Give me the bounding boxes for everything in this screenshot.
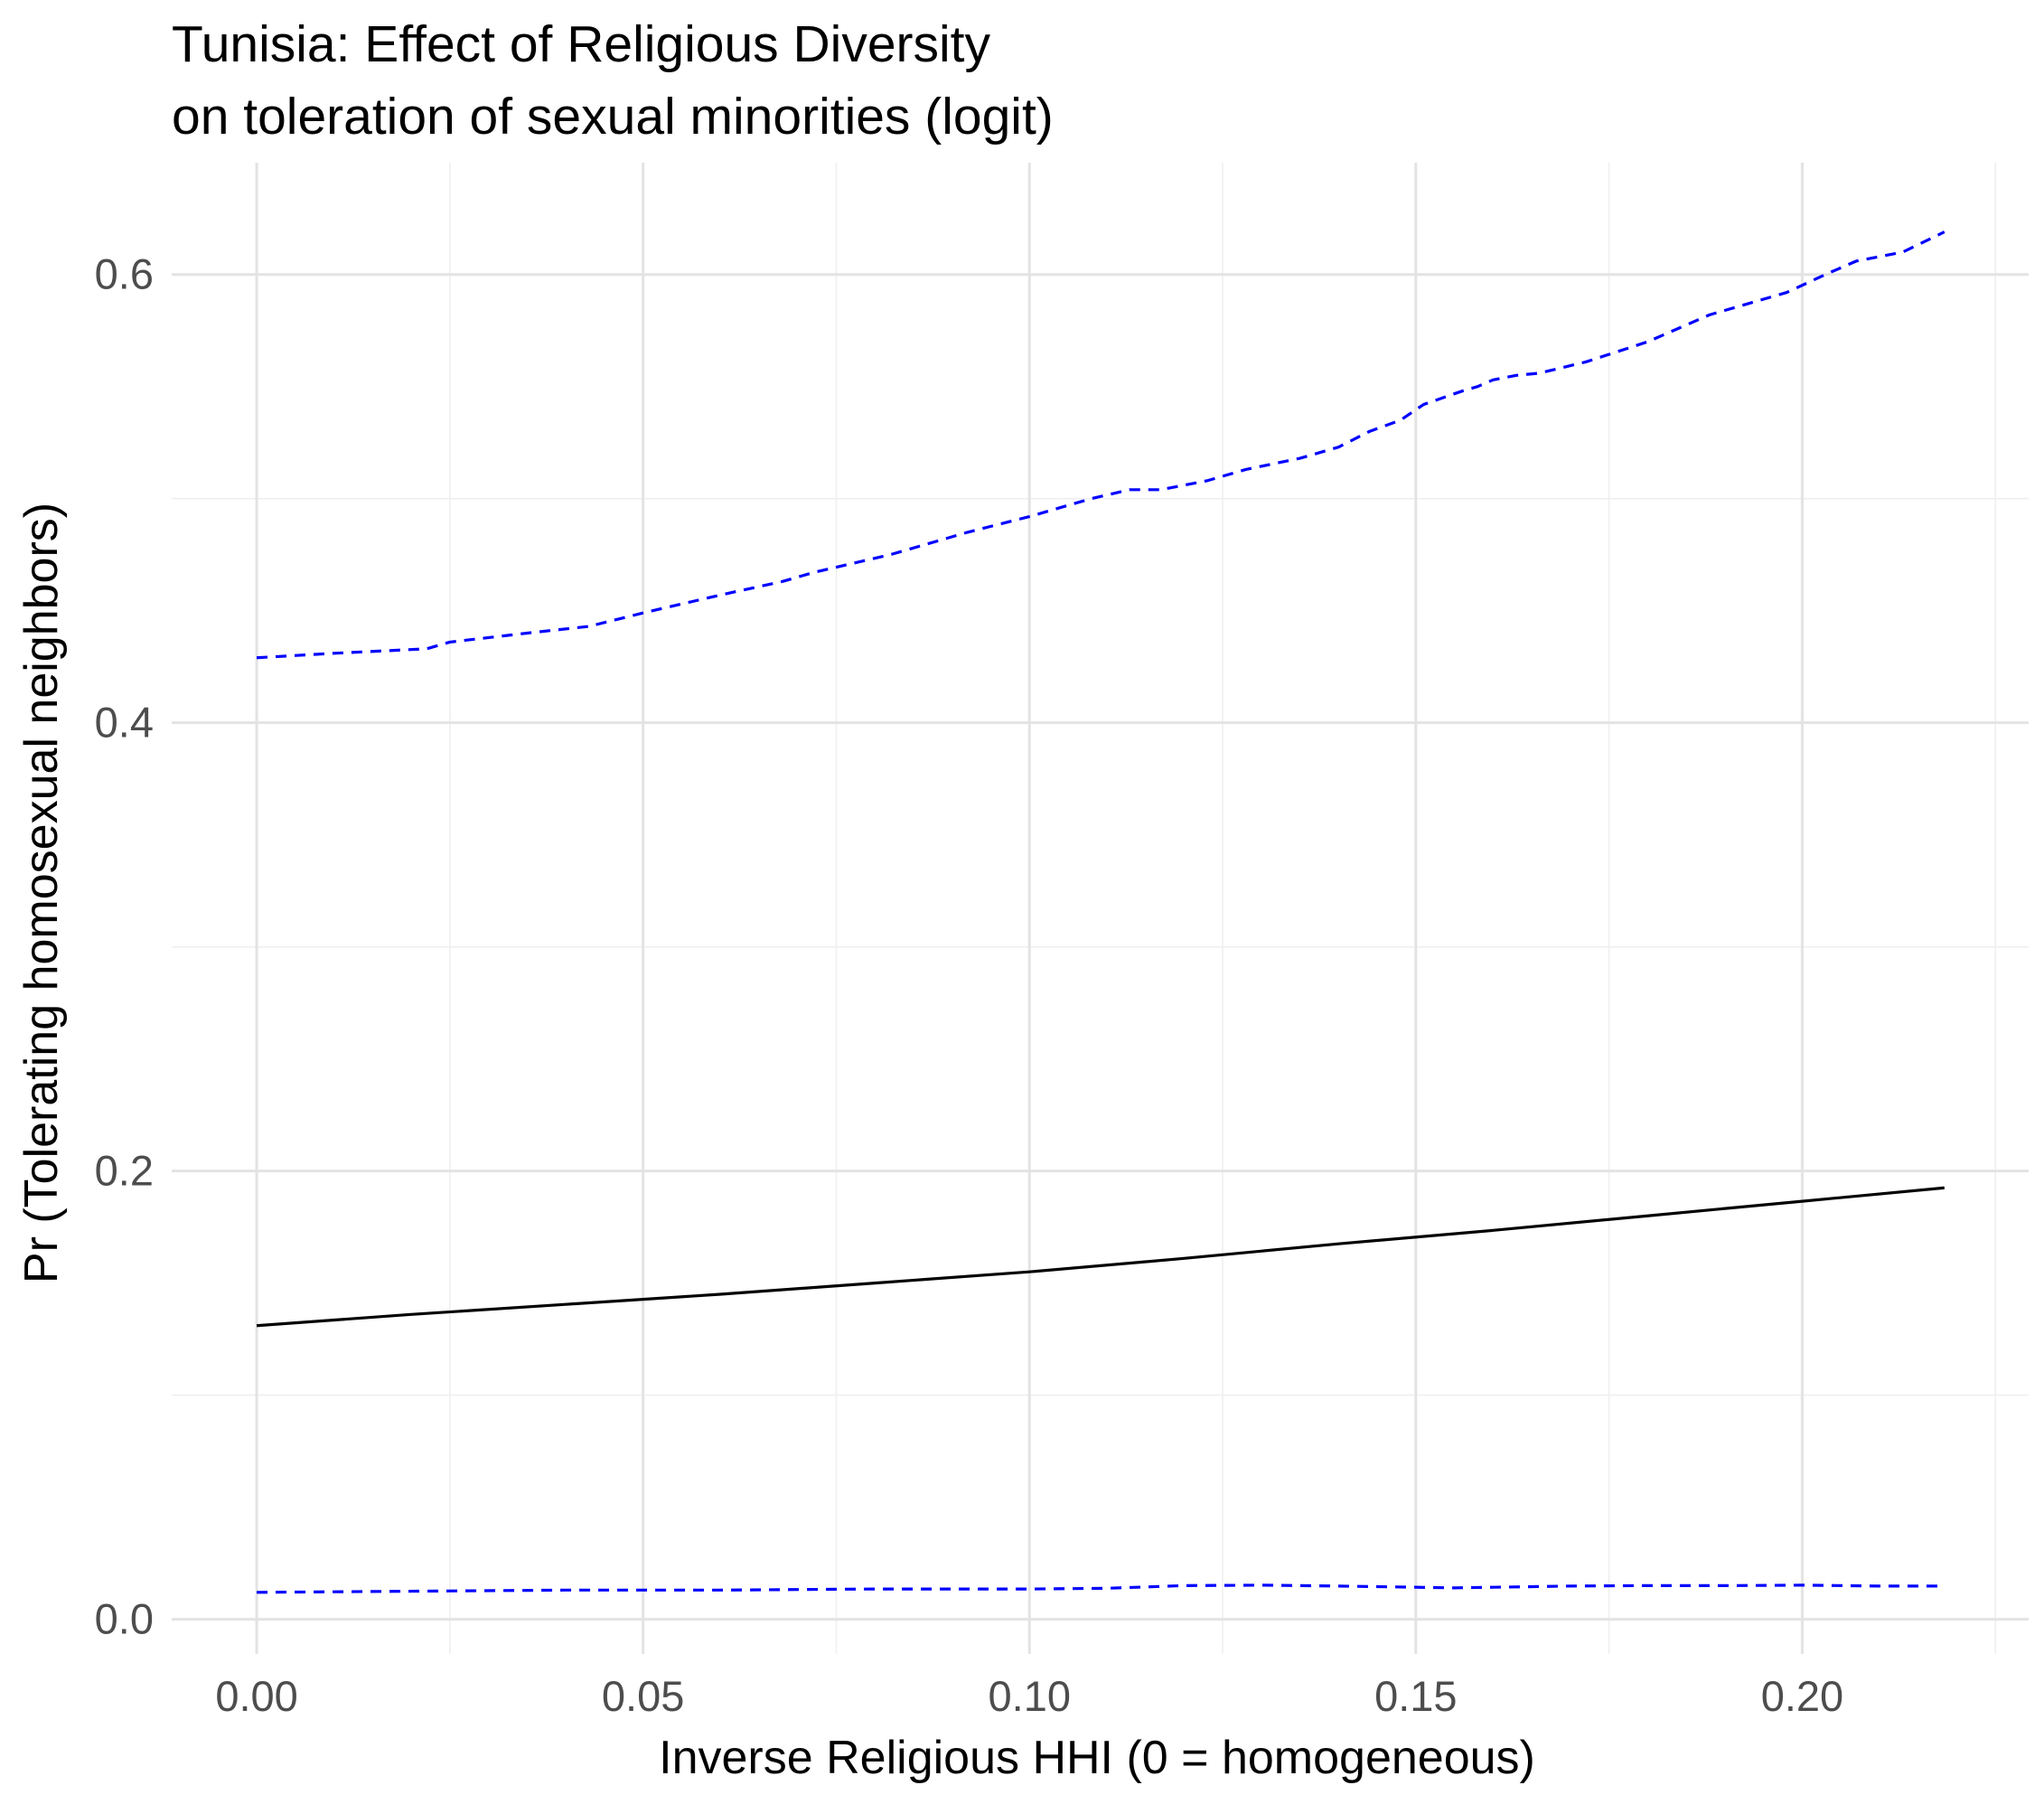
chart-title: Tunisia: Effect of Religious Diversity: [172, 15, 991, 73]
y-tick-label: 0.0: [95, 1595, 154, 1643]
x-tick-label: 0.00: [215, 1672, 297, 1720]
x-tick-label: 0.10: [989, 1672, 1071, 1720]
estimate-line: [256, 1186, 1945, 1328]
y-tick-label: 0.2: [95, 1147, 154, 1195]
x-tick-label: 0.05: [602, 1672, 684, 1720]
x-axis-title: Inverse Religious HHI (0 = homogeneous): [659, 1732, 1535, 1784]
chart-subtitle: on toleration of sexual minorities (logi…: [172, 88, 1054, 146]
x-tick-label: 0.15: [1374, 1672, 1457, 1720]
y-tick-label: 0.4: [95, 699, 154, 747]
grid-layer: [172, 163, 2029, 1654]
tick-label-layer: 0.00 0.05 0.10 0.15 0.20 0.0 0.2 0.4 0.6: [95, 250, 1844, 1720]
y-axis-title: Pr (Tolerating homosexual neighbors): [15, 503, 68, 1283]
series-layer: [256, 230, 1946, 1594]
y-tick-label: 0.6: [95, 250, 154, 298]
x-tick-label: 0.20: [1761, 1672, 1843, 1720]
upper_bound-line: [256, 230, 1946, 660]
